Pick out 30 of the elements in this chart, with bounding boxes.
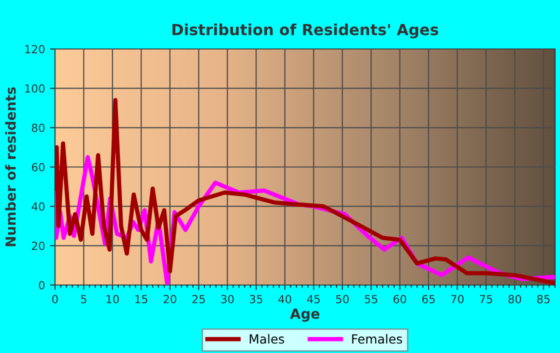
x-tick-label: 50 <box>336 294 349 304</box>
x-tick-label: 45 <box>307 295 320 304</box>
x-tick-label: 70 <box>451 294 464 304</box>
x-tick-label: 85 <box>537 294 550 304</box>
x-tick-label: 35 <box>250 294 262 304</box>
chart-title: Distribution of Residents' Ages <box>172 24 438 38</box>
x-tick-label: 55 <box>364 295 378 304</box>
x-tick-label: 75 <box>480 295 492 304</box>
x-tick-label: 40 <box>278 294 292 304</box>
x-tick-label: 20 <box>164 294 176 304</box>
x-tick-label: 0 <box>52 294 58 304</box>
x-tick-label: 15 <box>135 295 148 304</box>
x-tick-label: 65 <box>422 294 435 304</box>
x-tick-label: 30 <box>221 294 234 304</box>
x-tick-label: 80 <box>508 294 522 304</box>
y-axis-title: Number of residents <box>5 87 16 246</box>
y-tick-label: 20 <box>32 242 45 250</box>
y-tick-label: 120 <box>25 44 45 54</box>
x-tick-label: 10 <box>106 294 119 304</box>
y-tick-label: 40 <box>32 202 45 211</box>
y-tick-label: 100 <box>25 84 45 93</box>
legend-label: Females <box>352 334 402 344</box>
legend-label: Males <box>250 334 284 344</box>
y-tick-label: 60 <box>32 162 45 172</box>
y-tick-label: 0 <box>38 280 45 290</box>
x-tick-label: 5 <box>81 295 86 304</box>
y-tick-label: 80 <box>32 124 45 132</box>
x-axis-title: Age <box>290 308 320 322</box>
x-tick-label: 60 <box>394 294 406 304</box>
x-tick-label: 25 <box>192 294 205 304</box>
